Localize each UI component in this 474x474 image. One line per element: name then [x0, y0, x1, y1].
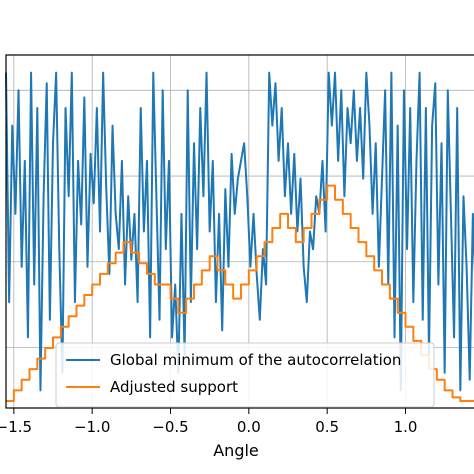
x-tick-label-0: −1.5 — [0, 418, 32, 436]
x-tick-label-2: −0.5 — [152, 418, 188, 436]
x-tick-label-1: −1.0 — [74, 418, 110, 436]
series-line-1 — [6, 184, 474, 402]
x-axis-label: Angle — [213, 441, 259, 460]
legend-label-global-minimum: Global minimum of the autocorrelation — [110, 351, 401, 369]
x-tick-label-3: 0.0 — [237, 418, 261, 436]
legend-box — [55, 342, 435, 408]
series-lines — [5, 71, 474, 402]
legend-label-adjusted-support: Adjusted support — [110, 378, 238, 396]
plot-frame — [5, 54, 474, 409]
x-tick-label-4: 0.5 — [315, 418, 339, 436]
x-tick-label-5: 1.0 — [394, 418, 418, 436]
legend: Global minimum of the autocorrelation Ad… — [55, 342, 435, 408]
series-line-0 — [5, 71, 474, 392]
x-axis-ticks: −1.5 −1.0 −0.5 0.0 0.5 1.0 — [0, 408, 417, 436]
